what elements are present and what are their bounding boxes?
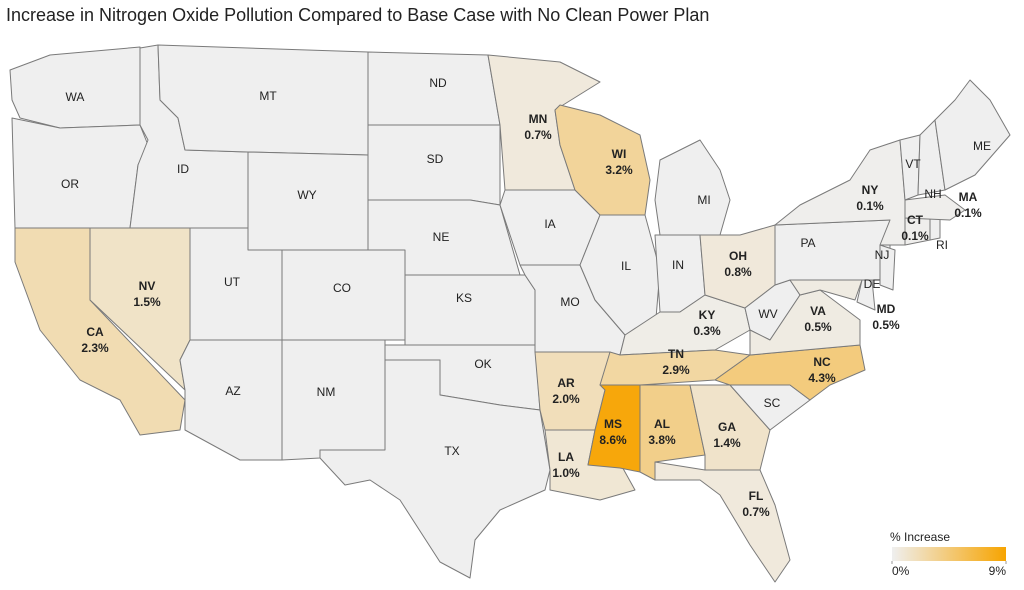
value-label: 3.8%	[648, 433, 676, 447]
state-label: WY	[297, 188, 316, 202]
state-label: FL	[749, 489, 764, 503]
state	[319, 359, 551, 579]
legend: % Increase 0% 9%	[890, 530, 1007, 578]
state-label: MD	[877, 302, 896, 316]
state-label: MT	[259, 89, 277, 103]
state-label: ND	[429, 76, 447, 90]
state-label: KY	[699, 308, 716, 322]
state-label: SD	[427, 152, 444, 166]
value-label: 2.9%	[662, 363, 690, 377]
value-label: 1.5%	[133, 295, 161, 309]
state-label: AR	[557, 376, 575, 390]
state-label: KS	[456, 291, 472, 305]
state	[749, 289, 861, 356]
state-label: NH	[924, 187, 941, 201]
value-label: 4.3%	[808, 371, 836, 385]
value-label: 0.5%	[804, 320, 832, 334]
state-label: WV	[758, 307, 777, 321]
chart-title: Increase in Nitrogen Oxide Pollution Com…	[6, 5, 709, 25]
state-label: CA	[86, 325, 104, 339]
state	[281, 339, 386, 461]
states	[9, 44, 1011, 583]
state-label: AL	[654, 417, 670, 431]
state-label: NC	[813, 355, 831, 369]
state	[11, 117, 149, 229]
labels: WA OR CA 2.3% NV 1.5% ID MT WY UT AZ CO NM ND SD NE KS OK…	[61, 76, 991, 519]
state-label: OR	[61, 177, 79, 191]
state-label: MA	[959, 190, 978, 204]
value-label: 0.7%	[524, 128, 552, 142]
value-label: 0.1%	[954, 206, 982, 220]
state	[9, 46, 141, 129]
state	[599, 349, 751, 386]
state-label: TX	[444, 444, 459, 458]
state-label: VA	[810, 304, 826, 318]
state-label: LA	[558, 450, 574, 464]
state-label: MO	[560, 295, 579, 309]
legend-title: % Increase	[890, 530, 950, 544]
state	[789, 279, 863, 301]
state-label: DE	[864, 277, 881, 291]
state-label: WI	[612, 147, 627, 161]
state-label: MN	[529, 112, 548, 126]
state-label: OH	[729, 249, 747, 263]
state-label: MS	[604, 417, 622, 431]
state-label: CT	[907, 213, 924, 227]
state-label: GA	[718, 420, 736, 434]
value-label: 0.7%	[742, 505, 770, 519]
state-label: NM	[317, 385, 336, 399]
state	[774, 219, 891, 286]
state	[179, 339, 283, 461]
state	[879, 244, 896, 291]
state-label: IL	[621, 259, 631, 273]
state-label: NV	[139, 279, 156, 293]
state-label: NY	[862, 183, 879, 197]
state-label: UT	[224, 275, 241, 289]
legend-tick-label: 0%	[892, 564, 910, 578]
value-label: 8.6%	[599, 433, 627, 447]
value-label: 2.0%	[552, 392, 580, 406]
state-label: NE	[433, 230, 450, 244]
state-label: VT	[905, 157, 921, 171]
state-label: IN	[672, 258, 684, 272]
state-label: PA	[800, 236, 815, 250]
state-label: SC	[764, 396, 781, 410]
value-label: 2.3%	[81, 341, 109, 355]
state	[856, 279, 876, 311]
state-label: WA	[66, 90, 85, 104]
state-label: TN	[668, 347, 684, 361]
state	[654, 139, 731, 236]
value-label: 1.4%	[713, 436, 741, 450]
value-label: 0.8%	[724, 265, 752, 279]
legend-tick-label: 9%	[989, 564, 1007, 578]
value-label: 0.5%	[872, 318, 900, 332]
value-label: 3.2%	[605, 163, 633, 177]
state-label: NJ	[875, 248, 890, 262]
state	[654, 461, 791, 583]
state-label: OK	[474, 357, 491, 371]
color-bar	[892, 547, 1006, 561]
state	[904, 194, 966, 221]
state-label: ID	[177, 162, 189, 176]
state-label: IA	[544, 217, 555, 231]
state-label: CO	[333, 281, 351, 295]
state-label: AZ	[225, 384, 240, 398]
state	[404, 274, 536, 346]
state-label: ME	[973, 139, 991, 153]
value-label: 0.1%	[856, 199, 884, 213]
state-label: MI	[697, 193, 710, 207]
state	[929, 217, 941, 241]
state	[934, 79, 1011, 191]
value-label: 1.0%	[552, 466, 580, 480]
value-label: 0.3%	[693, 324, 721, 338]
state-label: RI	[936, 238, 948, 252]
value-label: 0.1%	[901, 229, 929, 243]
